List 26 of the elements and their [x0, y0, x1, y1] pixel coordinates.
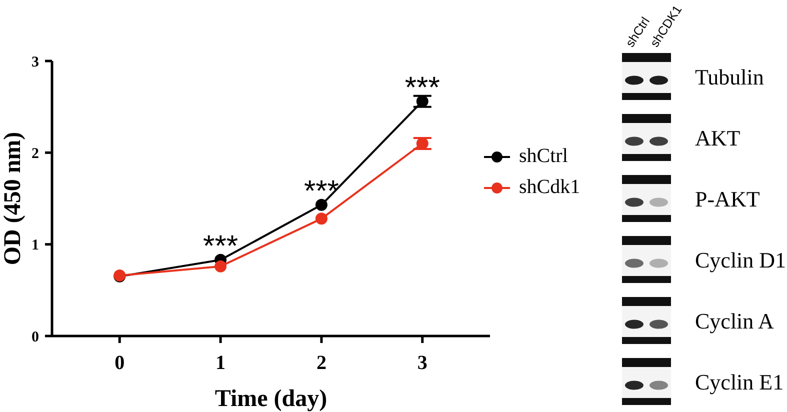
point: [214, 260, 227, 272]
legend-label: shCtrl: [519, 145, 568, 168]
x-tick-label: 1: [216, 352, 226, 374]
annotation: ***: [404, 71, 440, 104]
x-tick-label: 3: [417, 352, 428, 374]
y-axis-title: OD (450 nm): [0, 132, 26, 266]
legend-label: shCdk1: [519, 176, 580, 199]
x-axis-title: Time (day): [214, 386, 328, 412]
point: [315, 198, 328, 211]
point: [315, 212, 328, 225]
y-tick-label: 1: [32, 238, 39, 254]
category-label: AKT: [695, 125, 740, 150]
annotation: ***: [304, 174, 340, 208]
category-label: Cyclin A: [695, 308, 774, 333]
x-tick-label: 0: [114, 352, 125, 374]
y-tick-label: 3: [32, 54, 39, 70]
category-label: Tubulin: [695, 64, 764, 89]
y-tick-label: 0: [32, 329, 39, 346]
category-label: Cyclin E1: [695, 369, 784, 394]
annotation: ***: [203, 230, 238, 263]
point: [416, 138, 428, 150]
x-tick-label: 2: [316, 352, 326, 374]
point: [416, 95, 428, 108]
category-label: P-AKT: [695, 186, 760, 211]
y-tick-label: 2: [32, 146, 39, 162]
category-label: Cyclin D1: [695, 247, 786, 272]
